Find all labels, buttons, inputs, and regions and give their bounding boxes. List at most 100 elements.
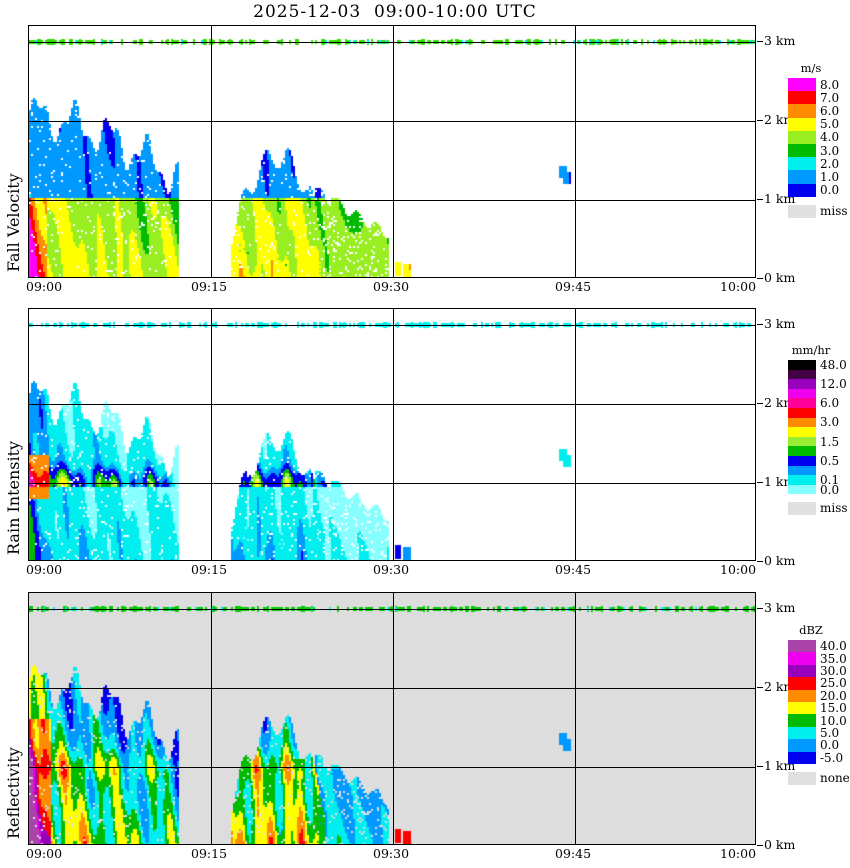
colorbar-band	[788, 78, 816, 92]
colorbar-band	[788, 436, 816, 447]
gridline-45min	[575, 309, 576, 560]
colorbar-band	[788, 465, 816, 476]
y-tick-mark	[757, 403, 763, 404]
colorbar-strip-fall-velocity	[788, 78, 816, 197]
colorbar-label: 6.0	[820, 104, 840, 118]
x-tick-reflectivity-4: 10:00	[720, 846, 757, 861]
colorbar-band	[788, 369, 816, 380]
colorbar-label: 0.0	[820, 738, 840, 753]
colorbar-strip-reflectivity	[788, 640, 816, 764]
colorbar-label: 35.0	[820, 651, 847, 666]
x-tick-fall-velocity-2: 09:30	[373, 279, 410, 294]
y-tick-mark	[757, 766, 763, 767]
colorbar-band	[788, 714, 816, 727]
y-tick-fall-velocity-2: 1 km	[764, 191, 796, 206]
colorbar-label: 0.0	[820, 482, 840, 497]
echo-field-reflectivity	[29, 593, 755, 844]
y-tick-reflectivity-3: 0 km	[764, 837, 796, 852]
colorbar-band	[788, 726, 816, 740]
y-tick-mark	[757, 41, 763, 42]
y-tick-mark	[757, 845, 763, 846]
colorbar-band	[788, 157, 816, 171]
y-tick-reflectivity-2: 1 km	[764, 758, 796, 773]
colorbar-label: 5.0	[820, 117, 840, 132]
colorbar-missing-label-rain-intensity: miss	[820, 501, 848, 516]
y-tick-fall-velocity-3: 0 km	[764, 270, 796, 285]
panel-label-rain-intensity: Rain Intensity	[4, 440, 23, 555]
colorbar-label: 25.0	[820, 676, 847, 691]
gridline-3km	[29, 42, 755, 43]
colorbar-band	[788, 398, 816, 408]
x-tick-fall-velocity-0: 09:00	[26, 279, 63, 294]
x-tick-fall-velocity-1: 09:15	[191, 279, 228, 294]
colorbar-band	[788, 417, 816, 428]
plot-area-rain-intensity[interactable]	[28, 308, 756, 561]
gridline-45min	[575, 593, 576, 844]
colorbar-units-fall-velocity: m/s	[800, 61, 822, 75]
colorbar-band	[788, 484, 816, 495]
y-tick-rain-intensity-3: 0 km	[764, 553, 796, 568]
panel-label-reflectivity: Reflectivity	[4, 747, 23, 839]
gridline-1km	[29, 767, 755, 768]
x-tick-rain-intensity-3: 09:45	[555, 562, 592, 577]
colorbar-band	[788, 701, 816, 715]
gridline-30min	[393, 593, 394, 844]
colorbar-missing-swatch-reflectivity	[788, 772, 816, 785]
colorbar-label: 6.0	[820, 396, 840, 411]
gridline-15min	[211, 309, 212, 560]
colorbar-band	[788, 360, 816, 370]
y-tick-reflectivity-0: 3 km	[764, 600, 796, 615]
colorbar-label: 5.0	[820, 726, 840, 740]
x-tick-reflectivity-3: 09:45	[555, 846, 592, 861]
y-tick-fall-velocity-0: 3 km	[764, 33, 796, 48]
gridline-30min	[393, 309, 394, 560]
plot-area-reflectivity[interactable]	[28, 592, 756, 845]
x-tick-reflectivity-0: 09:00	[26, 846, 63, 861]
gridline-30min	[393, 26, 394, 277]
y-tick-mark	[757, 561, 763, 562]
colorbar-label: 3.0	[820, 415, 840, 430]
colorbar-label: 0.1	[820, 473, 840, 487]
colorbar-missing-label-fall-velocity: miss	[820, 203, 848, 218]
plot-area-fall-velocity[interactable]	[28, 25, 756, 278]
colorbar-band	[788, 751, 816, 764]
echo-field-rain-intensity	[29, 309, 755, 560]
colorbar-label: 8.0	[820, 77, 840, 92]
colorbar-band	[788, 664, 816, 678]
colorbar-label: 10.0	[820, 713, 847, 728]
y-tick-mark	[757, 199, 763, 200]
gridline-3km	[29, 325, 755, 326]
colorbar-label: 7.0	[820, 90, 840, 105]
y-tick-rain-intensity-2: 1 km	[764, 474, 796, 489]
y-tick-mark	[757, 120, 763, 121]
colorbar-label: 0.5	[820, 453, 840, 468]
colorbar-band	[788, 130, 816, 144]
x-tick-rain-intensity-1: 09:15	[191, 562, 228, 577]
y-tick-mark	[757, 324, 763, 325]
gridline-1km	[29, 483, 755, 484]
y-tick-mark	[757, 608, 763, 609]
colorbar-label: 4.0	[820, 130, 840, 145]
colorbar-band	[788, 117, 816, 131]
colorbar-label: 48.0	[820, 357, 847, 372]
colorbar-band	[788, 475, 816, 485]
y-tick-reflectivity-1: 2 km	[764, 679, 796, 694]
colorbar-band	[788, 104, 816, 118]
y-tick-mark	[757, 687, 763, 688]
y-tick-mark	[757, 482, 763, 483]
page-title: 2025-12-03 09:00-10:00 UTC	[253, 2, 537, 22]
y-tick-rain-intensity-1: 2 km	[764, 395, 796, 410]
colorbar-band	[788, 407, 816, 418]
y-tick-rain-intensity-0: 3 km	[764, 316, 796, 331]
colorbar-band	[788, 388, 816, 399]
colorbar-band	[788, 427, 816, 437]
colorbar-band	[788, 739, 816, 752]
colorbar-strip-rain-intensity	[788, 360, 816, 495]
gridline-15min	[211, 26, 212, 277]
gridline-2km	[29, 121, 755, 122]
colorbar-missing-label-reflectivity: none	[820, 771, 850, 785]
x-tick-fall-velocity-4: 10:00	[720, 279, 757, 294]
colorbar-label: 20.0	[820, 688, 847, 703]
gridline-3km	[29, 609, 755, 610]
colorbar-label: 0.0	[820, 183, 840, 198]
